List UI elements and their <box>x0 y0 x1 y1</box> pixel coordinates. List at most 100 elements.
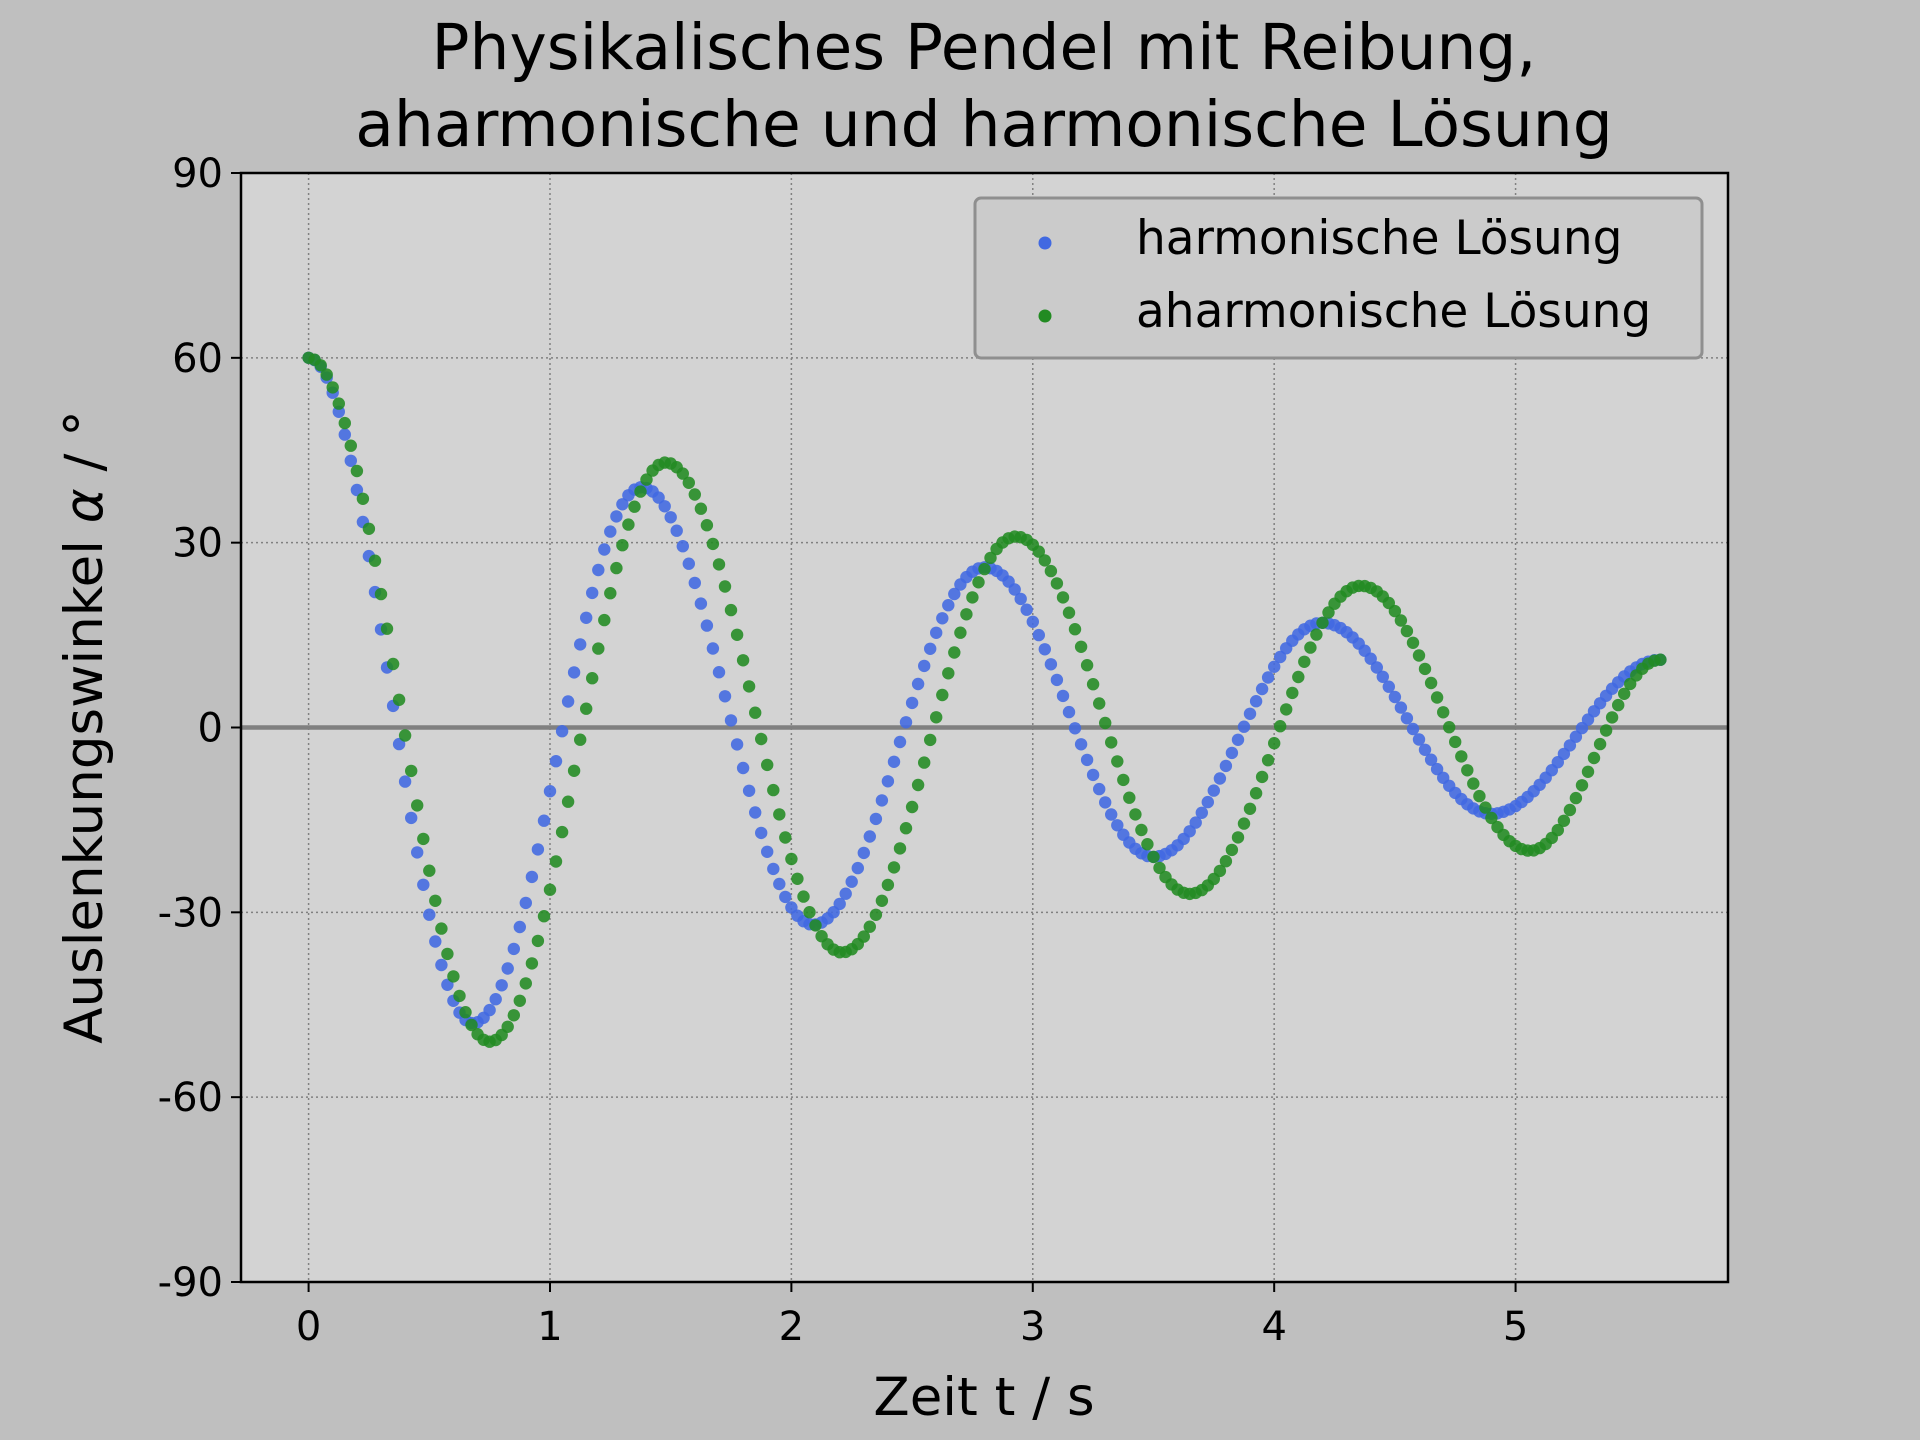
series-0-point-52 <box>616 498 629 511</box>
series-1-point-126 <box>1062 606 1076 619</box>
series-0-point-15 <box>392 737 406 751</box>
series-1-point-54 <box>628 500 641 513</box>
series-1-point-165 <box>1298 655 1311 668</box>
series-0-point-156 <box>1243 707 1257 720</box>
series-0-point-42 <box>555 725 569 738</box>
series-1-point-151 <box>1213 864 1227 878</box>
series-1-point-157 <box>1249 787 1263 800</box>
series-1-point-156 <box>1243 802 1257 815</box>
series-1-point-154 <box>1231 831 1245 844</box>
series-1-point-66 <box>700 519 714 532</box>
series-1-point-92 <box>857 930 870 943</box>
series-1-point-162 <box>1280 703 1293 716</box>
series-0-point-70 <box>724 714 738 727</box>
series-1-point-10 <box>362 522 376 535</box>
series-0-point-153 <box>1225 746 1239 760</box>
series-1-point-16 <box>398 729 412 742</box>
series-1-point-64 <box>688 488 701 501</box>
series-1-point-96 <box>881 878 895 892</box>
series-1-point-99 <box>899 822 913 835</box>
series-1-point-72 <box>736 654 750 667</box>
series-0-point-43 <box>561 695 575 708</box>
series-1-point-11 <box>368 554 382 567</box>
series-0-point-155 <box>1237 720 1251 733</box>
x-axis-label: Zeit t / s <box>873 1367 1094 1428</box>
series-0-point-107 <box>948 587 961 601</box>
series-1-point-47 <box>586 672 599 685</box>
series-0-point-209 <box>1563 739 1577 752</box>
series-layer <box>302 351 1667 1048</box>
series-0-point-118 <box>1014 592 1027 606</box>
series-0-point-151 <box>1213 772 1227 785</box>
series-1-point-33 <box>501 1020 514 1033</box>
series-1-point-211 <box>1575 779 1589 792</box>
series-0-point-133 <box>1105 808 1118 821</box>
series-1-point-98 <box>893 842 907 855</box>
series-1-point-77 <box>767 783 780 797</box>
series-0-point-181 <box>1394 701 1408 714</box>
series-1-point-68 <box>712 558 726 571</box>
x-tick-label-1: 1 <box>537 1304 562 1350</box>
series-1-point-21 <box>429 894 442 907</box>
series-0-point-91 <box>851 861 864 875</box>
series-0-point-8 <box>350 483 364 497</box>
series-1-point-191 <box>1455 750 1468 763</box>
series-1-point-208 <box>1557 814 1571 827</box>
series-1-point-39 <box>537 910 551 923</box>
series-1-point-15 <box>392 693 406 706</box>
series-1-point-18 <box>411 799 424 812</box>
series-1-point-43 <box>561 795 575 808</box>
series-0-point-161 <box>1274 650 1287 664</box>
series-1-point-93 <box>863 920 876 933</box>
x-tick-label-4: 4 <box>1261 1304 1286 1350</box>
series-1-point-153 <box>1225 843 1239 857</box>
series-1-point-104 <box>930 711 943 724</box>
series-1-point-113 <box>984 551 997 565</box>
series-0-point-97 <box>887 755 901 768</box>
series-0-point-89 <box>839 887 852 900</box>
series-1-point-112 <box>978 562 991 576</box>
series-1-point-193 <box>1467 777 1480 790</box>
series-1-point-25 <box>453 989 466 1003</box>
series-0-point-96 <box>881 775 895 788</box>
series-1-point-45 <box>574 733 587 746</box>
series-0-point-104 <box>930 626 943 639</box>
series-1-point-9 <box>356 492 370 505</box>
series-1-point-189 <box>1443 721 1456 734</box>
series-0-point-48 <box>592 563 605 577</box>
series-1-point-123 <box>1044 564 1058 578</box>
chart-title-line-1: Physikalisches Pendel mit Reibung, <box>432 11 1537 84</box>
y-tick-label-4: -30 <box>158 890 223 936</box>
series-1-point-139 <box>1141 838 1154 851</box>
series-0-point-147 <box>1189 816 1202 829</box>
series-1-point-207 <box>1551 823 1565 837</box>
series-1-point-74 <box>749 706 762 719</box>
series-1-point-190 <box>1449 735 1462 749</box>
series-0-point-66 <box>700 619 714 632</box>
series-0-point-59 <box>658 500 671 513</box>
series-1-point-121 <box>1032 545 1046 558</box>
series-0-point-120 <box>1026 615 1040 628</box>
x-tick-label-5: 5 <box>1503 1304 1528 1350</box>
series-1-point-34 <box>507 1009 520 1022</box>
legend-label-aharmonische: aharmonische Lösung <box>1136 284 1651 339</box>
series-0-point-183 <box>1406 722 1420 736</box>
series-1-point-71 <box>730 628 744 641</box>
legend: harmonische Lösung aharmonische Lösung <box>973 196 1704 360</box>
series-0-point-40 <box>543 785 557 798</box>
series-1-point-163 <box>1286 686 1299 700</box>
series-0-point-78 <box>773 877 786 891</box>
axis-ticks: 0 1 2 3 4 5 90 60 30 0 -30 -60 -90 <box>158 151 1529 1350</box>
series-0-point-127 <box>1068 722 1082 735</box>
series-0-point-90 <box>845 875 858 888</box>
series-1-point-182 <box>1400 624 1414 638</box>
series-0-point-16 <box>398 775 412 788</box>
series-1-point-3 <box>320 368 333 381</box>
series-1-point-137 <box>1129 808 1142 821</box>
legend-box <box>973 196 1704 360</box>
series-0-point-130 <box>1086 768 1100 782</box>
series-0-point-41 <box>549 755 563 768</box>
series-1-point-110 <box>966 591 979 604</box>
series-1-point-27 <box>465 1018 478 1032</box>
